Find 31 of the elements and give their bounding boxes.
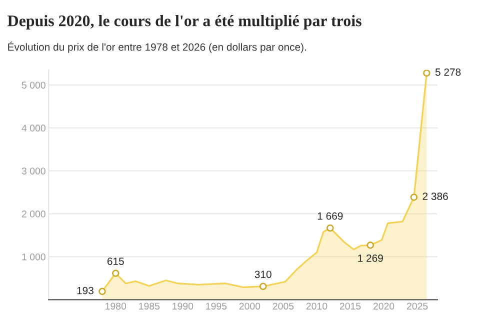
y-tick-label: 1 000 — [22, 253, 46, 260]
x-tick-label: 2000 — [239, 302, 260, 310]
point — [98, 288, 106, 296]
point — [366, 242, 374, 249]
data-label: 310 — [254, 270, 272, 278]
x-tick-label: 1980 — [106, 302, 126, 310]
y-tick-label: 2 000 — [22, 210, 46, 218]
data-label: 1 669 — [318, 212, 343, 220]
x-tick-label: 2010 — [306, 302, 328, 310]
data-label: 615 — [107, 258, 124, 265]
chart-title: Depuis 2020, le cours de l'or a été multiplié par trois — [8, 14, 362, 30]
x-tick-label: 1995 — [206, 302, 227, 310]
x-tick-label: 2005 — [272, 302, 294, 310]
data-label: 5 278 — [435, 68, 461, 76]
point — [326, 224, 334, 232]
x-tick-label: 2025 — [406, 302, 428, 310]
point — [423, 70, 430, 77]
x-tick-label: 1990 — [172, 302, 194, 310]
data-label: 1 269 — [358, 254, 383, 262]
point — [259, 282, 267, 290]
point — [112, 270, 120, 277]
y-tick-label: 5 000 — [22, 82, 46, 89]
x-tick-label: 2015 — [340, 302, 361, 310]
chart-subtitle: Évolution du prix de l'or entre 1978 et 2026 (en dollars par once). — [8, 42, 306, 53]
data-label: 2 386 — [422, 192, 448, 200]
data-label: 193 — [77, 286, 94, 294]
y-tick-label: 3 000 — [22, 168, 46, 174]
x-tick-label: 1985 — [139, 302, 160, 310]
y-tick-label: 4 000 — [22, 124, 46, 132]
point — [410, 194, 418, 201]
x-tick-label: 2020 — [373, 302, 394, 310]
